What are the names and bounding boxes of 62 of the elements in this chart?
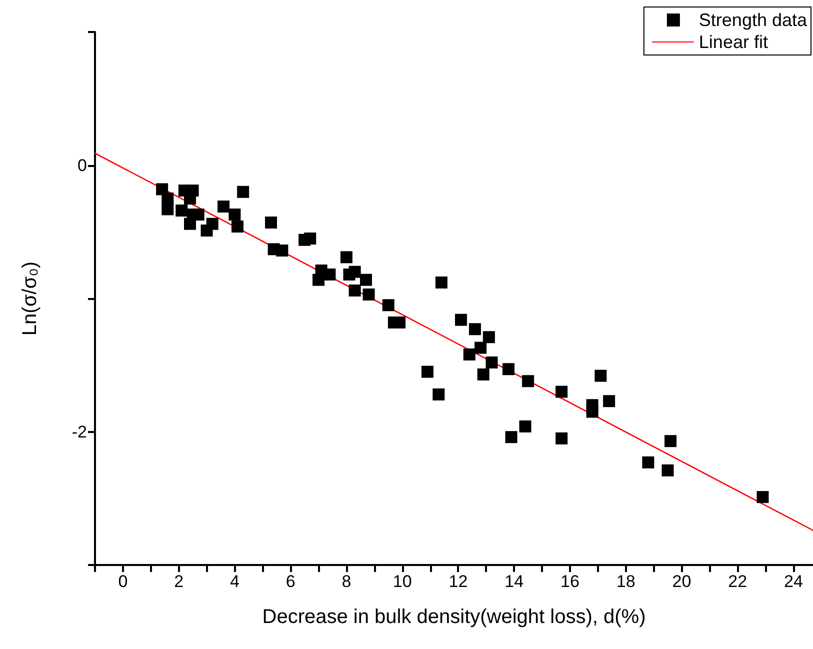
x-tick-label: 22 (728, 572, 748, 591)
point (176, 204, 188, 217)
x-tick-label: 10 (392, 572, 412, 591)
x-tick-label: 24 (784, 572, 803, 591)
point (505, 431, 518, 444)
x-axis-title: Decrease in bulk density(weight loss), d(%) (262, 606, 646, 628)
point (477, 368, 490, 380)
x-tick-label: 16 (560, 572, 580, 591)
x-tick-label: 6 (286, 572, 296, 591)
point (603, 395, 616, 408)
y-tick-label: -2 (72, 422, 87, 442)
point (454, 314, 467, 326)
point (231, 220, 244, 233)
x-tick-label: 20 (672, 572, 692, 591)
legend-label: Linear fit (698, 32, 768, 52)
point (482, 331, 495, 344)
x-tick-label: 14 (504, 572, 524, 591)
point (664, 435, 677, 448)
point (435, 276, 448, 289)
point (362, 288, 375, 301)
point (312, 274, 324, 286)
legend-label: Strength data (698, 10, 808, 30)
point (324, 268, 336, 281)
x-tick-label: 12 (448, 572, 468, 591)
point (586, 406, 598, 418)
point (360, 274, 372, 286)
point (340, 251, 352, 264)
x-tick-label: 4 (230, 572, 240, 591)
point (468, 323, 481, 336)
point (162, 203, 174, 216)
point (556, 432, 568, 444)
point (432, 388, 445, 400)
point (463, 348, 476, 360)
x-tick-label: 2 (174, 572, 184, 591)
point (348, 284, 361, 297)
point (394, 316, 406, 328)
point (265, 216, 278, 229)
point (218, 200, 230, 213)
point (502, 363, 514, 376)
point (184, 218, 196, 230)
point (237, 186, 250, 198)
point (192, 208, 204, 221)
point (228, 208, 241, 221)
y-axis-title: Ln(σ/σ₀) (19, 261, 41, 336)
point (642, 456, 654, 468)
point (662, 464, 674, 476)
x-tick-label: 8 (342, 572, 352, 591)
point (348, 266, 361, 278)
point (522, 375, 534, 388)
x-tick-label: 18 (616, 572, 636, 591)
point (486, 356, 498, 368)
point (206, 218, 218, 230)
point (421, 366, 434, 378)
point (276, 244, 288, 257)
point (556, 386, 568, 398)
point (304, 232, 316, 245)
point (382, 299, 394, 312)
point (756, 491, 769, 504)
point (594, 370, 607, 382)
x-tick-label: 0 (118, 572, 128, 591)
point (474, 342, 487, 354)
point (519, 420, 532, 432)
